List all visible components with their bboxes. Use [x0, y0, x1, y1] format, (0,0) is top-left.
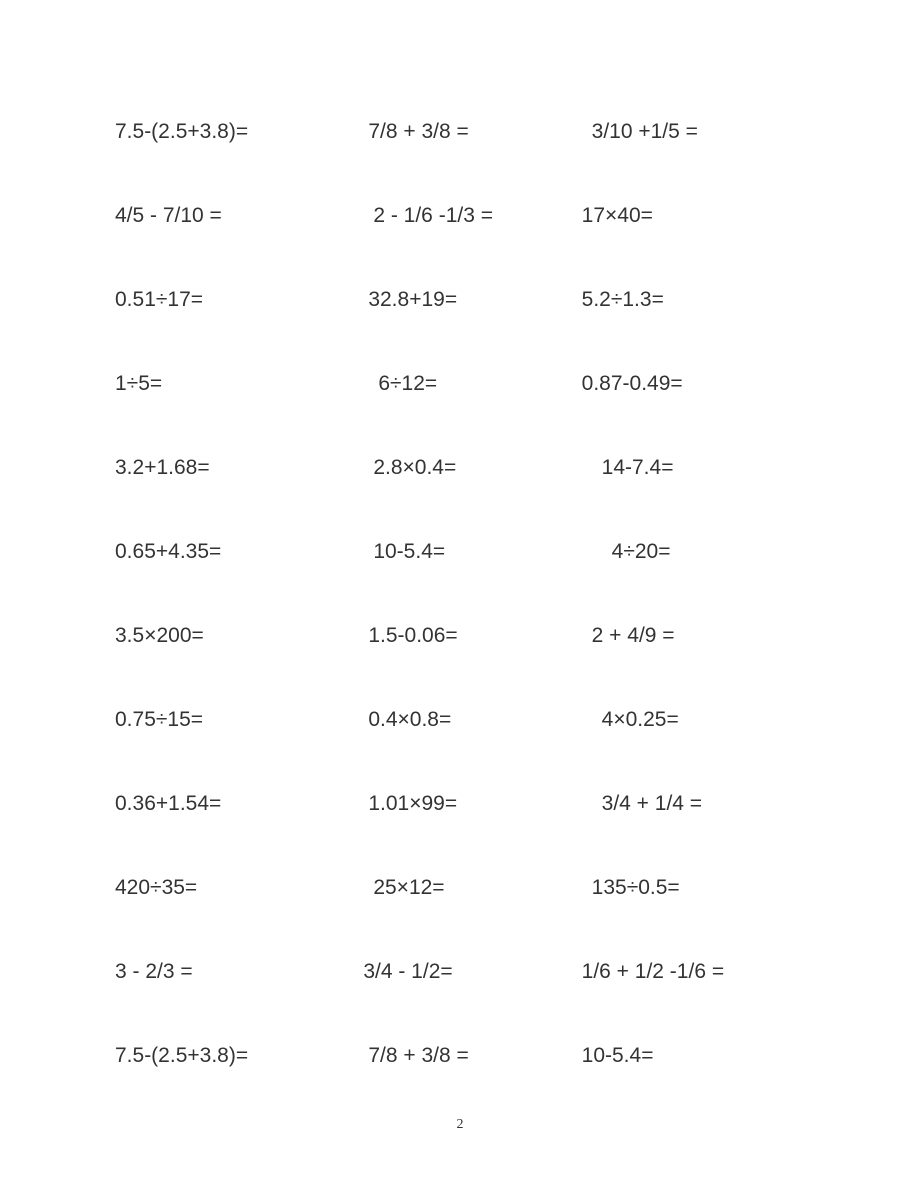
problem-cell: 2 - 1/6 -1/3 = [348, 204, 571, 228]
problem-cell: 0.75÷15= [115, 708, 338, 732]
problem-cell: 4×0.25= [582, 708, 805, 732]
problem-cell: 0.65+4.35= [115, 540, 338, 564]
problem-cell: 3/10 +1/5 = [582, 120, 805, 144]
problem-cell: 3.5×200= [115, 624, 338, 648]
problem-cell: 4÷20= [582, 540, 805, 564]
problem-cell: 3 - 2/3 = [115, 960, 338, 984]
problem-cell: 0.36+1.54= [115, 792, 338, 816]
problem-cell: 1.01×99= [348, 792, 571, 816]
problem-cell: 10-5.4= [348, 540, 571, 564]
problem-cell: 1.5-0.06= [348, 624, 571, 648]
problem-cell: 14-7.4= [582, 456, 805, 480]
problem-grid: 7.5-(2.5+3.8)= 7/8 + 3/8 = 3/10 +1/5 = 4… [115, 120, 805, 1068]
problem-cell: 0.87-0.49= [582, 372, 805, 396]
problem-cell: 3.2+1.68= [115, 456, 338, 480]
problem-cell: 3/4 + 1/4 = [582, 792, 805, 816]
problem-cell: 7.5-(2.5+3.8)= [115, 120, 338, 144]
problem-cell: 420÷35= [115, 876, 338, 900]
problem-cell: 32.8+19= [348, 288, 571, 312]
problem-cell: 0.4×0.8= [348, 708, 571, 732]
problem-cell: 7.5-(2.5+3.8)= [115, 1044, 338, 1068]
problem-cell: 2.8×0.4= [348, 456, 571, 480]
problem-cell: 6÷12= [348, 372, 571, 396]
problem-cell: 17×40= [582, 204, 805, 228]
page-number: 2 [0, 1117, 920, 1133]
problem-cell: 1/6 + 1/2 -1/6 = [582, 960, 805, 984]
problem-cell: 0.51÷17= [115, 288, 338, 312]
problem-cell: 7/8 + 3/8 = [348, 1044, 571, 1068]
problem-cell: 10-5.4= [582, 1044, 805, 1068]
problem-cell: 7/8 + 3/8 = [348, 120, 571, 144]
problem-cell: 1÷5= [115, 372, 338, 396]
problem-cell: 3/4 - 1/2= [348, 960, 571, 984]
problem-cell: 135÷0.5= [582, 876, 805, 900]
problem-cell: 2 + 4/9 = [582, 624, 805, 648]
problem-cell: 5.2÷1.3= [582, 288, 805, 312]
worksheet-page: 7.5-(2.5+3.8)= 7/8 + 3/8 = 3/10 +1/5 = 4… [0, 0, 920, 1191]
problem-cell: 4/5 - 7/10 = [115, 204, 338, 228]
problem-cell: 25×12= [348, 876, 571, 900]
